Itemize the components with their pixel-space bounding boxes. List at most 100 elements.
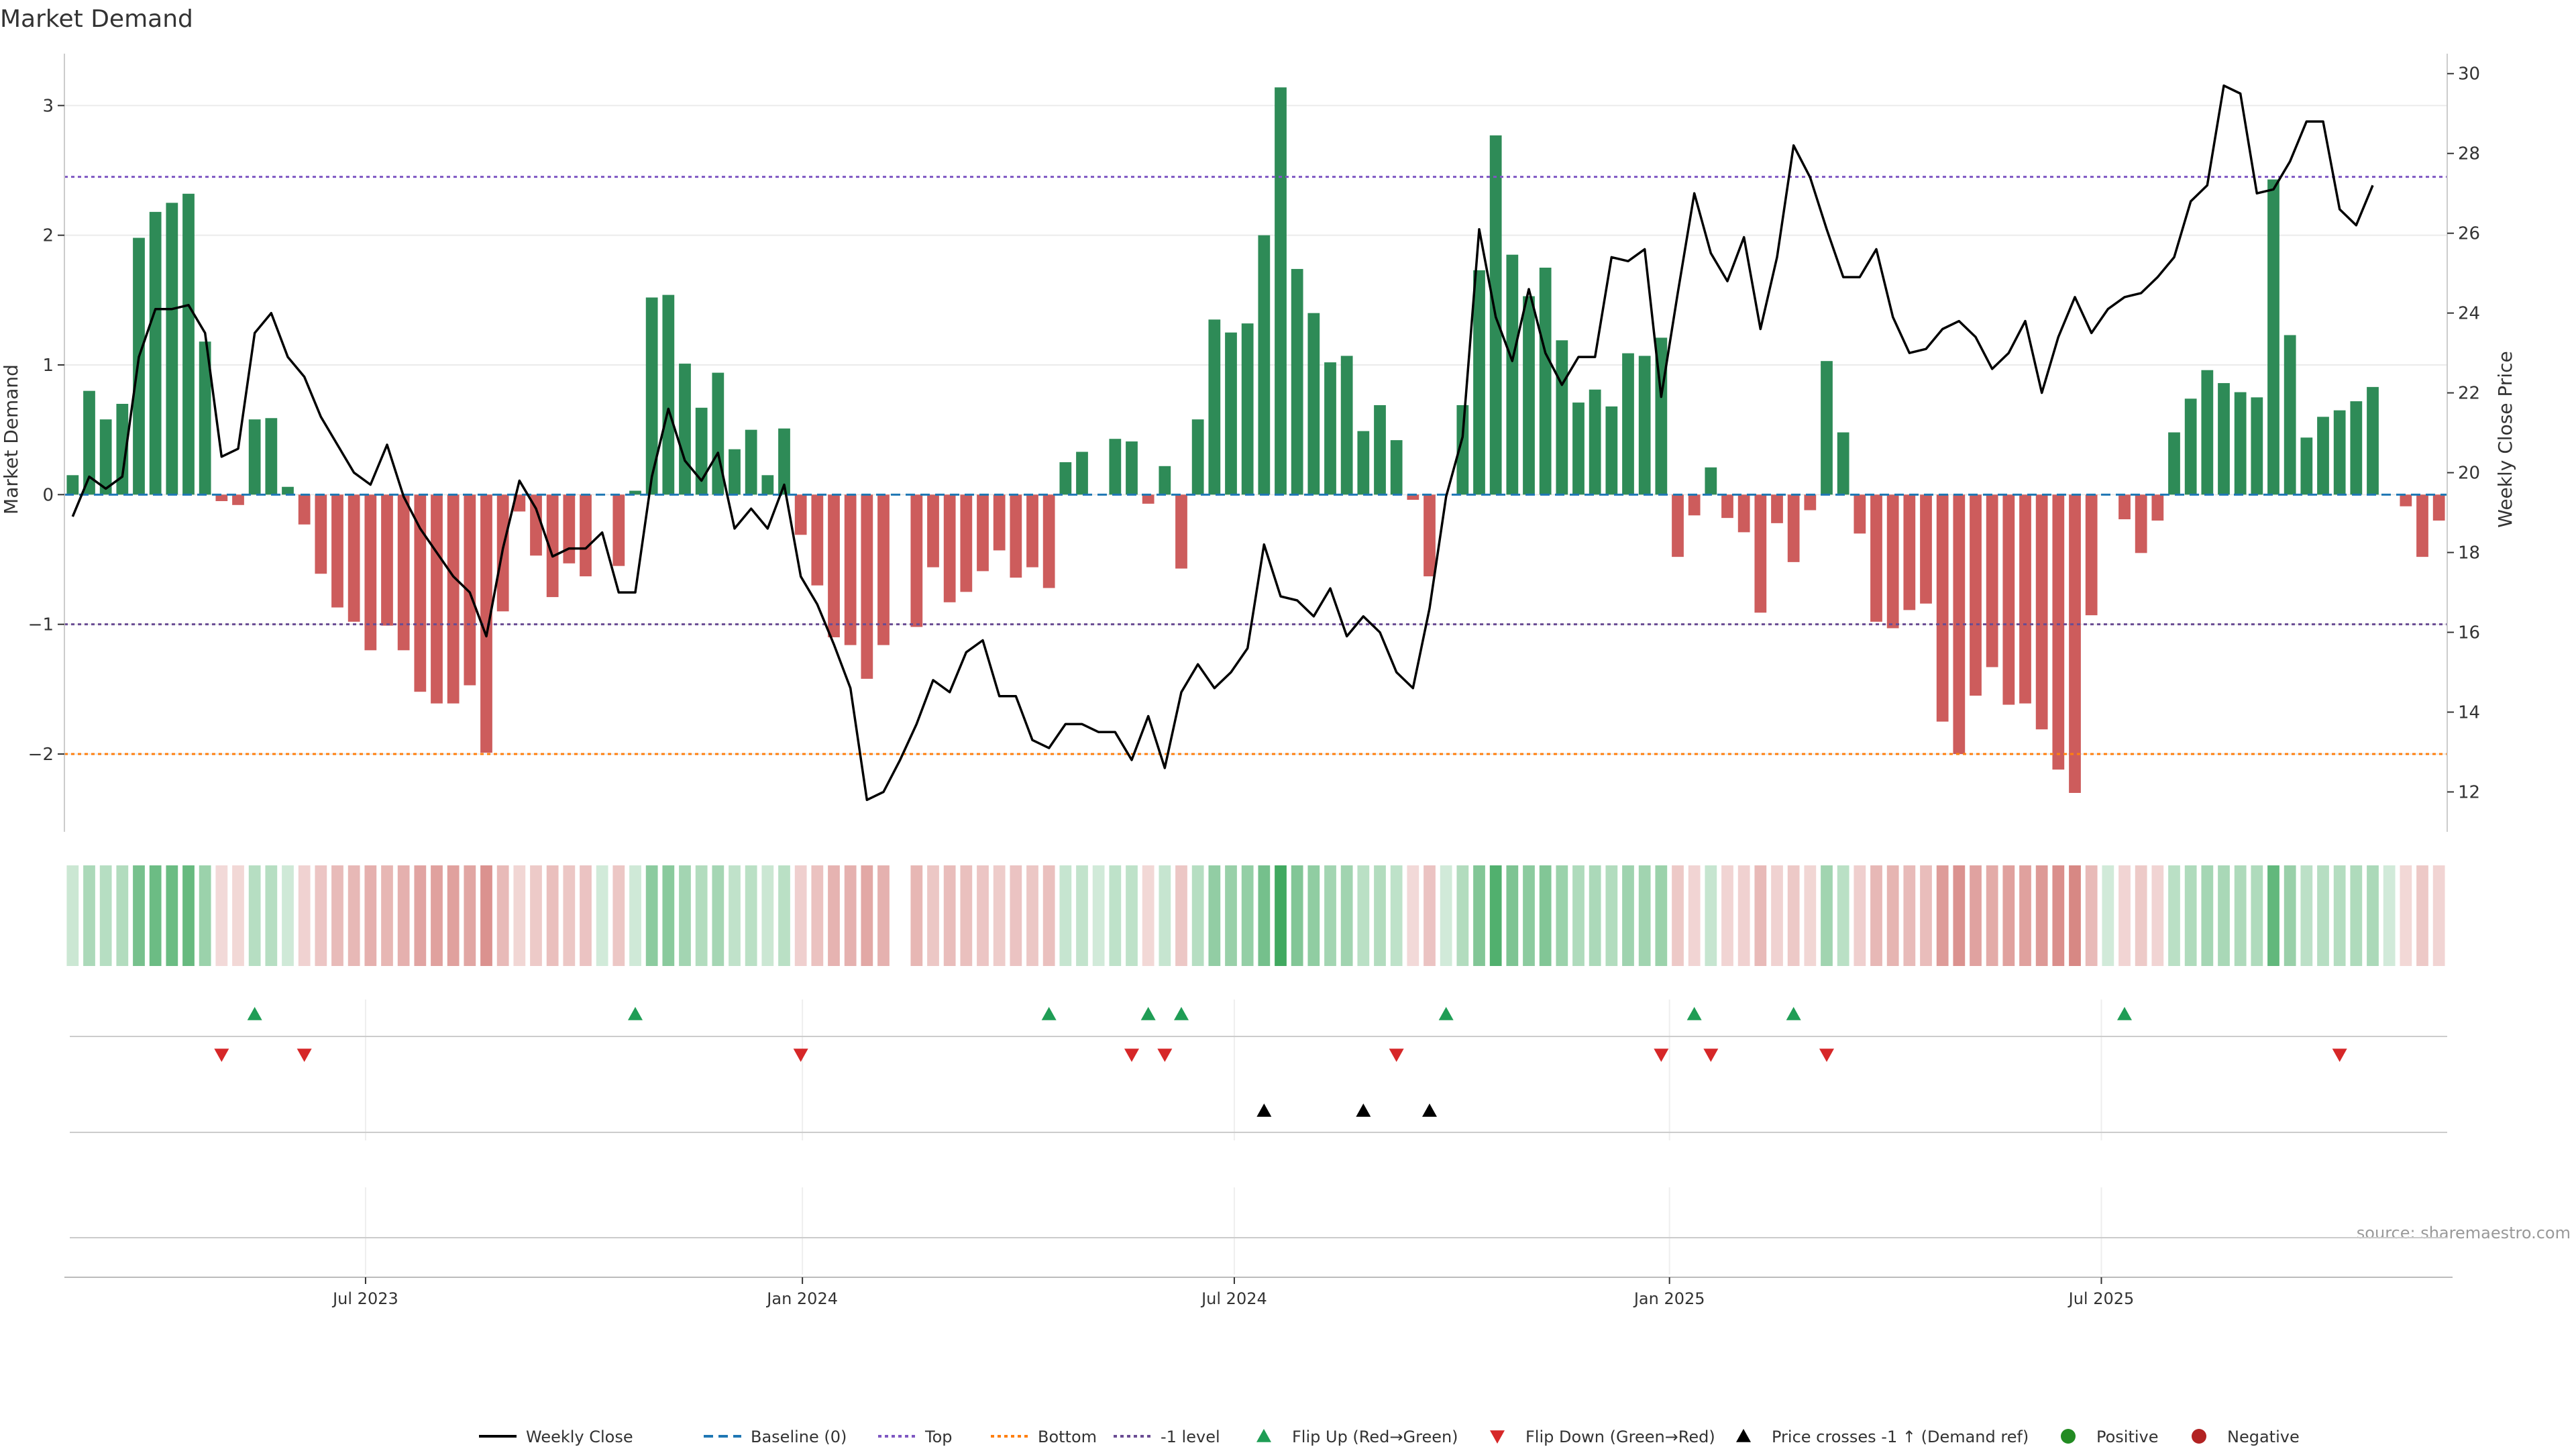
strip-cell bbox=[282, 865, 294, 966]
flip-down-marker bbox=[793, 1049, 808, 1062]
strip-cell bbox=[199, 865, 211, 966]
demand-bar-negative bbox=[1854, 494, 1866, 534]
demand-bar-positive bbox=[133, 237, 145, 495]
legend-item[interactable]: Price crosses -1 ↑ (Demand ref) bbox=[1736, 1428, 2029, 1446]
demand-bar-negative bbox=[1737, 494, 1750, 533]
strip-cell bbox=[496, 865, 509, 966]
demand-bar-negative bbox=[927, 494, 939, 568]
demand-bar-positive bbox=[1638, 356, 1651, 495]
demand-bar-negative bbox=[1903, 494, 1916, 610]
strip-cell bbox=[1191, 865, 1204, 966]
y-tick-label: 0 bbox=[42, 485, 54, 505]
strip-cell bbox=[1407, 865, 1419, 966]
strip-cell bbox=[1506, 865, 1519, 966]
strip-cell bbox=[811, 865, 824, 966]
strip-cell bbox=[2118, 865, 2131, 966]
demand-bar-positive bbox=[2218, 383, 2230, 495]
demand-bar-positive bbox=[695, 407, 708, 495]
strip-cell bbox=[2251, 865, 2263, 966]
strip-cell bbox=[943, 865, 956, 966]
demand-bar-positive bbox=[248, 419, 261, 495]
strip-cell bbox=[1440, 865, 1452, 966]
legend-item[interactable]: Positive bbox=[2061, 1428, 2159, 1446]
strip-cell bbox=[1854, 865, 1866, 966]
strip-cell bbox=[1142, 865, 1155, 966]
strip-cell bbox=[1556, 865, 1568, 966]
demand-bar-positive bbox=[1208, 319, 1221, 495]
demand-bar-negative bbox=[1721, 494, 1733, 519]
demand-bar-positive bbox=[2251, 397, 2263, 495]
legend-item[interactable]: Baseline (0) bbox=[704, 1428, 847, 1446]
demand-bar-negative bbox=[2416, 494, 2428, 557]
demand-bar-positive bbox=[1307, 313, 1320, 495]
strip-cell bbox=[1241, 865, 1254, 966]
flip-up-marker bbox=[1041, 1007, 1057, 1020]
legend-item[interactable]: Bottom bbox=[991, 1428, 1097, 1446]
legend-swatch bbox=[1490, 1430, 1505, 1444]
demand-bar-negative bbox=[943, 494, 956, 602]
legend-item[interactable]: Weekly Close bbox=[479, 1428, 633, 1446]
demand-bar-positive bbox=[1821, 361, 1833, 495]
strip-cell bbox=[2069, 865, 2081, 966]
strip-cell bbox=[2267, 865, 2279, 966]
demand-bar-positive bbox=[2234, 392, 2247, 495]
demand-bar-positive bbox=[1556, 340, 1568, 495]
legend-item[interactable]: Flip Down (Green→Red) bbox=[1490, 1428, 1715, 1446]
x-tick-label: Jul 2023 bbox=[331, 1289, 398, 1308]
legend-label: Flip Down (Green→Red) bbox=[1525, 1428, 1715, 1446]
demand-bar-positive bbox=[1473, 270, 1485, 495]
strip-cell bbox=[2383, 865, 2396, 966]
demand-bar-negative bbox=[1804, 494, 1817, 511]
strip-cell bbox=[2317, 865, 2329, 966]
demand-bar-positive bbox=[2168, 432, 2180, 495]
legend-item[interactable]: Flip Up (Red→Green) bbox=[1256, 1428, 1458, 1446]
demand-bar-negative bbox=[2135, 494, 2147, 553]
strip-cell bbox=[2367, 865, 2379, 966]
price-cross-marker bbox=[1256, 1104, 1272, 1117]
demand-bar-positive bbox=[182, 193, 195, 495]
y2-tick-label: 16 bbox=[2458, 623, 2480, 643]
strip-cell bbox=[1324, 865, 1336, 966]
flip-up-marker bbox=[1140, 1007, 1156, 1020]
y2-tick-label: 20 bbox=[2458, 464, 2480, 484]
demand-bar-negative bbox=[298, 494, 311, 525]
strip-cell bbox=[2168, 865, 2180, 966]
y-tick-label: −2 bbox=[28, 745, 54, 765]
strip-cell bbox=[729, 865, 741, 966]
strip-cell bbox=[1886, 865, 1899, 966]
demand-bar-negative bbox=[580, 494, 592, 577]
strip-cell bbox=[364, 865, 377, 966]
demand-bar-negative bbox=[364, 494, 377, 651]
strip-cell bbox=[1622, 865, 1634, 966]
demand-bar-positive bbox=[66, 475, 79, 495]
strip-cell bbox=[1092, 865, 1105, 966]
legend-item[interactable]: -1 level bbox=[1114, 1428, 1220, 1446]
strip-cell bbox=[480, 865, 492, 966]
strip-cell bbox=[397, 865, 410, 966]
demand-bar-negative bbox=[960, 494, 973, 592]
reference-lines bbox=[64, 176, 2447, 755]
strip-cell bbox=[215, 865, 228, 966]
strip-cell bbox=[2432, 865, 2445, 966]
demand-bar-negative bbox=[464, 494, 476, 686]
demand-bar-negative bbox=[1920, 494, 1932, 604]
flip-up-marker bbox=[247, 1007, 262, 1020]
legend[interactable]: Weekly Close Baseline (0) Top Bottom -1 leve… bbox=[479, 1428, 2300, 1446]
legend-item[interactable]: Top bbox=[878, 1428, 953, 1446]
weekly-close-line bbox=[71, 84, 2374, 802]
demand-bar-positive bbox=[1456, 405, 1469, 495]
demand-bar-positive bbox=[1374, 405, 1386, 495]
strip-cell bbox=[66, 865, 79, 966]
demand-bar-negative bbox=[397, 494, 410, 651]
strip-cell bbox=[1225, 865, 1237, 966]
strip-cell bbox=[2350, 865, 2363, 966]
legend-item[interactable]: Negative bbox=[2192, 1428, 2300, 1446]
demand-bar-negative bbox=[1986, 494, 1998, 667]
demand-bar-negative bbox=[215, 494, 228, 501]
demand-bar-positive bbox=[1324, 362, 1336, 495]
demand-bar-negative bbox=[1936, 494, 1949, 722]
strip-cell bbox=[83, 865, 95, 966]
strip-cell bbox=[2284, 865, 2296, 966]
demand-bar-negative bbox=[1424, 494, 1436, 577]
